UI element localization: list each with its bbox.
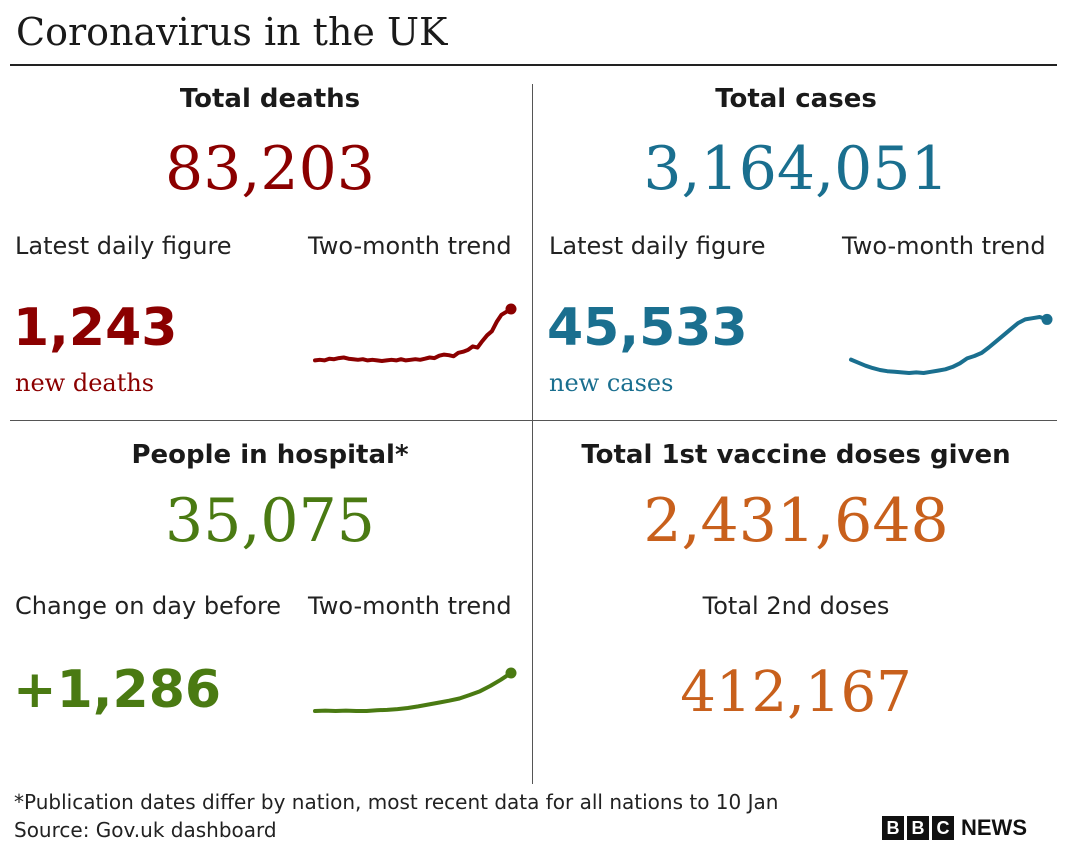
cases-total: 3,164,051: [643, 134, 949, 204]
deaths-total: 83,203: [165, 134, 375, 204]
trend-line: [849, 315, 1049, 375]
hospital-total: 35,075: [165, 486, 375, 556]
hospital-change-label: Change on day before: [15, 592, 282, 620]
deaths-trend-chart: [313, 303, 517, 363]
trend-end-point: [505, 303, 517, 315]
trend-line: [313, 307, 513, 363]
source: Source: Gov.uk dashboard: [14, 818, 277, 842]
cases-trend-label: Two-month trend: [842, 232, 1046, 260]
hospital-trend-chart: [313, 667, 517, 713]
cases-unit: new cases: [549, 369, 674, 397]
hospital-trend-label: Two-month trend: [308, 592, 512, 620]
cases-latest-label: Latest daily figure: [549, 232, 766, 260]
page-title: Coronavirus in the UK: [16, 10, 448, 54]
deaths-latest-label: Latest daily figure: [15, 232, 232, 260]
vertical-divider: [532, 84, 533, 784]
footnote: *Publication dates differ by nation, mos…: [14, 790, 779, 814]
trend-line: [313, 671, 513, 713]
logo-word: NEWS: [961, 815, 1027, 840]
deaths-heading: Total deaths: [179, 84, 361, 114]
logo-letter: C: [932, 816, 954, 840]
logo-letter: B: [907, 816, 929, 840]
logo-letter: B: [882, 816, 904, 840]
vaccine-second-label: Total 2nd doses: [702, 592, 890, 620]
cases-daily-value: 45,533: [547, 298, 748, 358]
trend-end-point: [505, 667, 517, 679]
cases-heading: Total cases: [715, 84, 877, 114]
hospital-change-value: +1,286: [13, 660, 222, 720]
cases-trend-chart: [849, 313, 1053, 375]
deaths-unit: new deaths: [15, 369, 155, 397]
title-divider: [10, 64, 1057, 66]
horizontal-divider: [10, 420, 1057, 421]
deaths-daily-value: 1,243: [13, 298, 178, 358]
bbc-news-logo: B B C NEWS: [882, 815, 1027, 841]
vaccine-heading: Total 1st vaccine doses given: [581, 440, 1011, 470]
hospital-heading: People in hospital*: [131, 440, 409, 470]
deaths-trend-label: Two-month trend: [308, 232, 512, 260]
vaccine-second-value: 412,167: [680, 660, 912, 725]
trend-end-point: [1041, 313, 1053, 325]
vaccine-total: 2,431,648: [643, 486, 949, 556]
